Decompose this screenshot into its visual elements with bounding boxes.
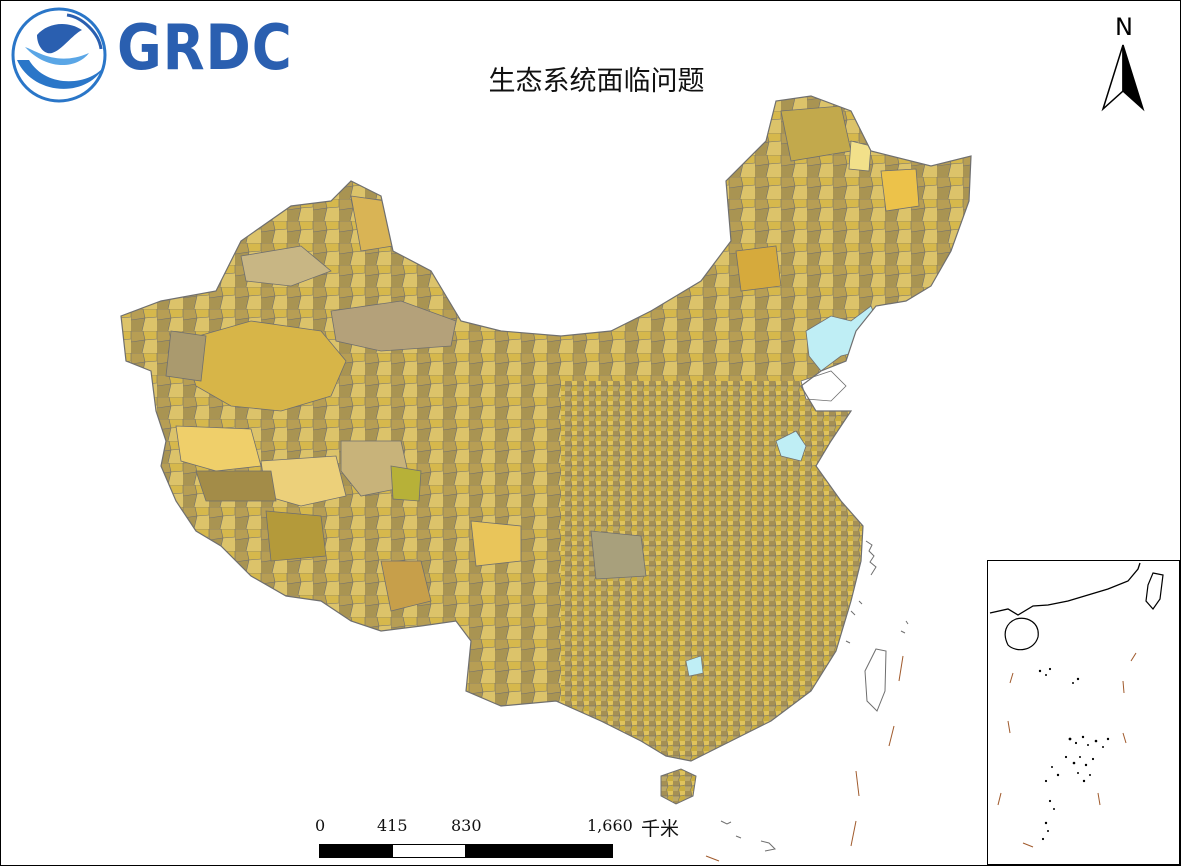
hainan-island	[660, 768, 697, 805]
scale-tick-2: 830	[451, 816, 482, 835]
grdc-logo: GRDC	[7, 5, 297, 105]
logo-text: GRDC	[117, 11, 293, 84]
scale-bar: 0 415 830 1,660 千米	[301, 816, 701, 864]
coastal-islands	[720, 540, 909, 852]
inset-map	[987, 560, 1180, 865]
china-border	[120, 95, 972, 762]
globe-icon	[11, 7, 107, 103]
north-arrow: N	[1099, 13, 1149, 113]
north-arrow-icon	[1101, 44, 1145, 112]
north-label: N	[1115, 13, 1133, 41]
inset-map-graphic	[989, 562, 1164, 848]
scale-tick-1: 415	[377, 816, 408, 835]
scale-tick-3: 1,660	[587, 816, 633, 835]
scale-segment	[465, 844, 613, 858]
scale-tick-0: 0	[315, 816, 326, 835]
scale-segment	[319, 844, 393, 858]
scale-unit: 千米	[641, 818, 680, 840]
taiwan-island	[864, 648, 887, 712]
map-title: 生态系统面临问题	[488, 66, 705, 97]
scale-segment	[392, 844, 466, 858]
boundary-dashes	[705, 655, 904, 862]
